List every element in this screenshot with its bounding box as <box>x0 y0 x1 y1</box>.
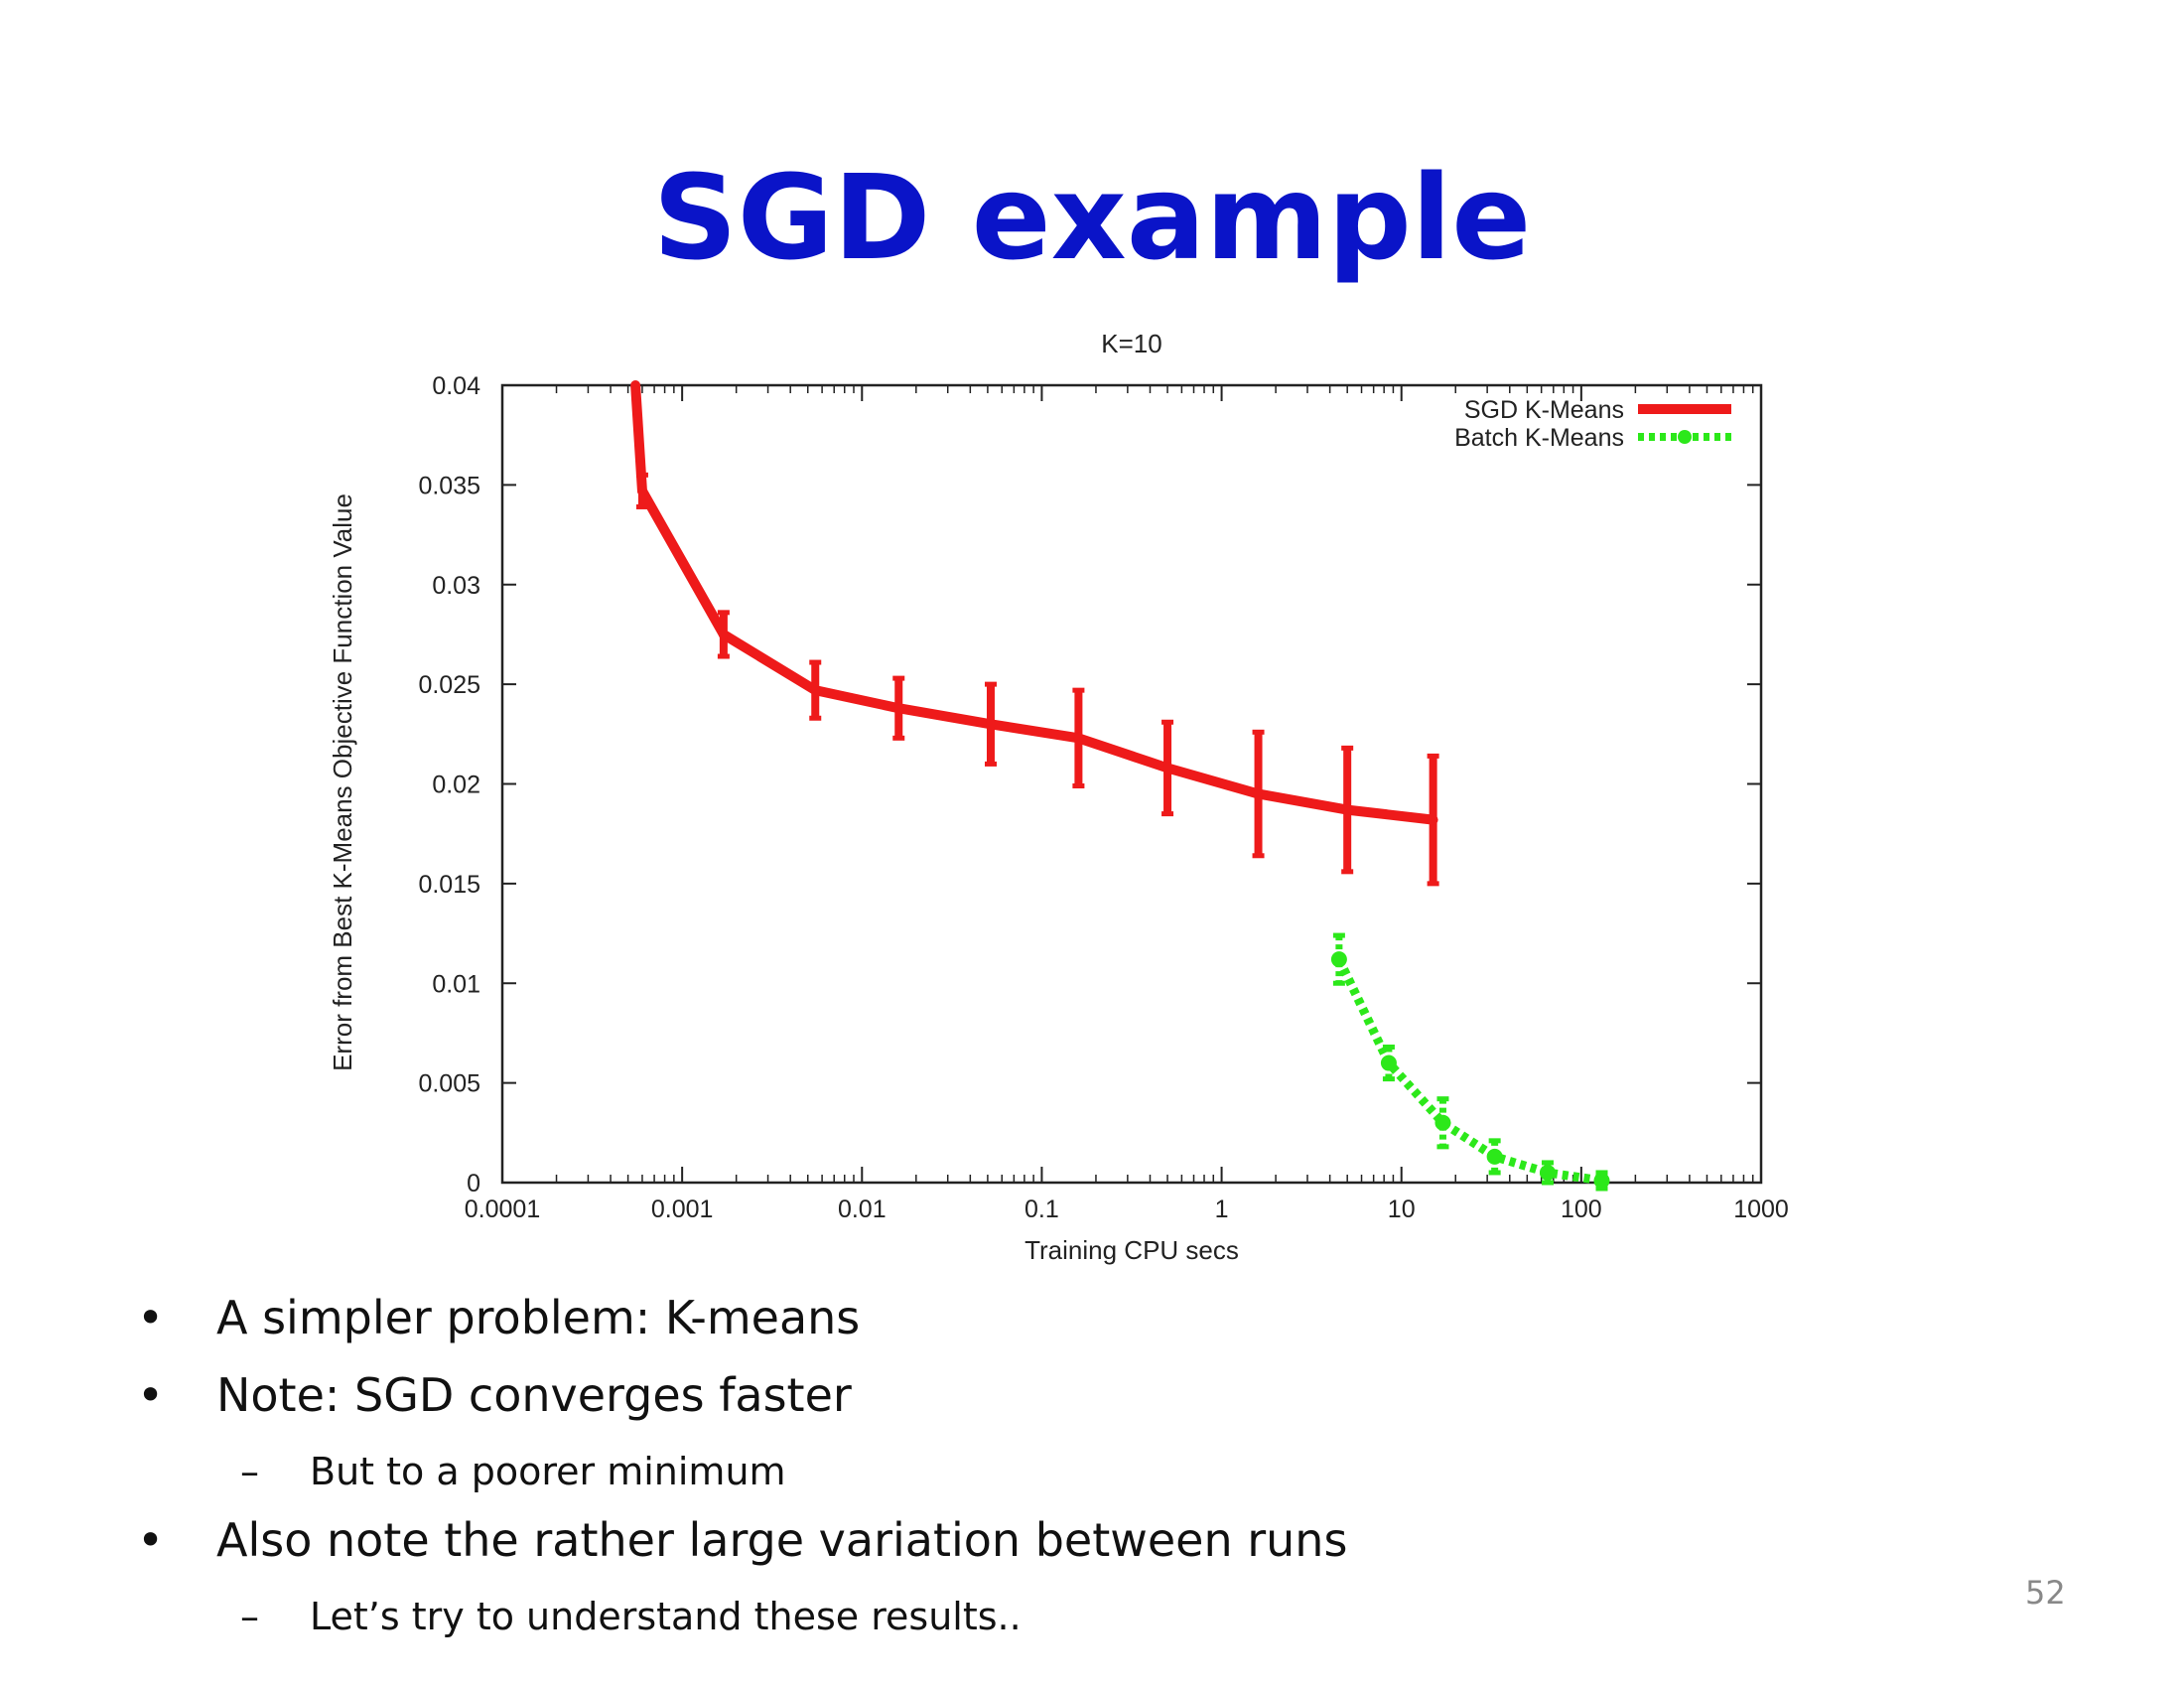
page-number: 52 <box>2025 1574 2066 1612</box>
slide-title: SGD example <box>652 149 1532 286</box>
y-tick-label: 0.04 <box>432 372 480 400</box>
sgd-point <box>1253 788 1264 799</box>
batch-kmeans-line <box>1334 957 1603 1186</box>
x-tick-label: 1 <box>1215 1196 1229 1223</box>
sgd-point <box>1342 804 1353 815</box>
batch-point <box>1434 1114 1451 1131</box>
x-tick-label: 100 <box>1561 1196 1602 1223</box>
sgd-point <box>810 685 821 696</box>
y-tick-label: 0.03 <box>432 572 480 600</box>
plot-frame <box>500 383 1763 1185</box>
legend-label-batch: Batch K-Means <box>1454 424 1624 452</box>
y-tick-label: 0.015 <box>418 871 480 899</box>
x-axis-label: Training CPU secs <box>1024 1235 1239 1265</box>
y-tick-label: 0.005 <box>418 1070 480 1098</box>
sgd-point <box>1428 814 1438 825</box>
x-tick-label: 0.1 <box>1024 1196 1059 1223</box>
x-tick-label: 0.01 <box>838 1196 887 1223</box>
batch-point <box>1593 1172 1610 1189</box>
x-tick-label: 1000 <box>1733 1196 1789 1223</box>
sgd-point <box>718 629 729 639</box>
batch-point <box>1330 951 1347 968</box>
x-tick-label: 0.001 <box>651 1196 714 1223</box>
sgd-point <box>636 486 647 496</box>
sgd-point <box>893 703 904 714</box>
x-tick-label: 0.0001 <box>465 1196 540 1223</box>
legend-label-sgd: SGD K-Means <box>1464 396 1624 424</box>
legend-marker <box>1680 404 1690 414</box>
y-tick-label: 0.025 <box>418 671 480 699</box>
sgd-point <box>1073 733 1084 744</box>
y-tick-label: 0 <box>467 1170 480 1197</box>
y-tick-label: 0.02 <box>432 772 480 799</box>
batch-point <box>1380 1055 1397 1071</box>
chart-title: K=10 <box>1101 329 1161 358</box>
x-tick-label: 10 <box>1388 1196 1416 1223</box>
batch-point <box>1486 1148 1503 1165</box>
sgd-point <box>630 380 641 390</box>
y-axis-label: Error from Best K-Means Objective Functi… <box>328 493 357 1071</box>
y-tick-label: 0.035 <box>418 472 480 499</box>
sgd-kmeans-line <box>630 384 1434 825</box>
y-tick-label: 0.01 <box>432 970 480 998</box>
legend-marker <box>1678 430 1692 444</box>
batch-point <box>1539 1164 1556 1181</box>
sgd-point <box>1162 763 1173 774</box>
sgd-point <box>985 719 996 730</box>
